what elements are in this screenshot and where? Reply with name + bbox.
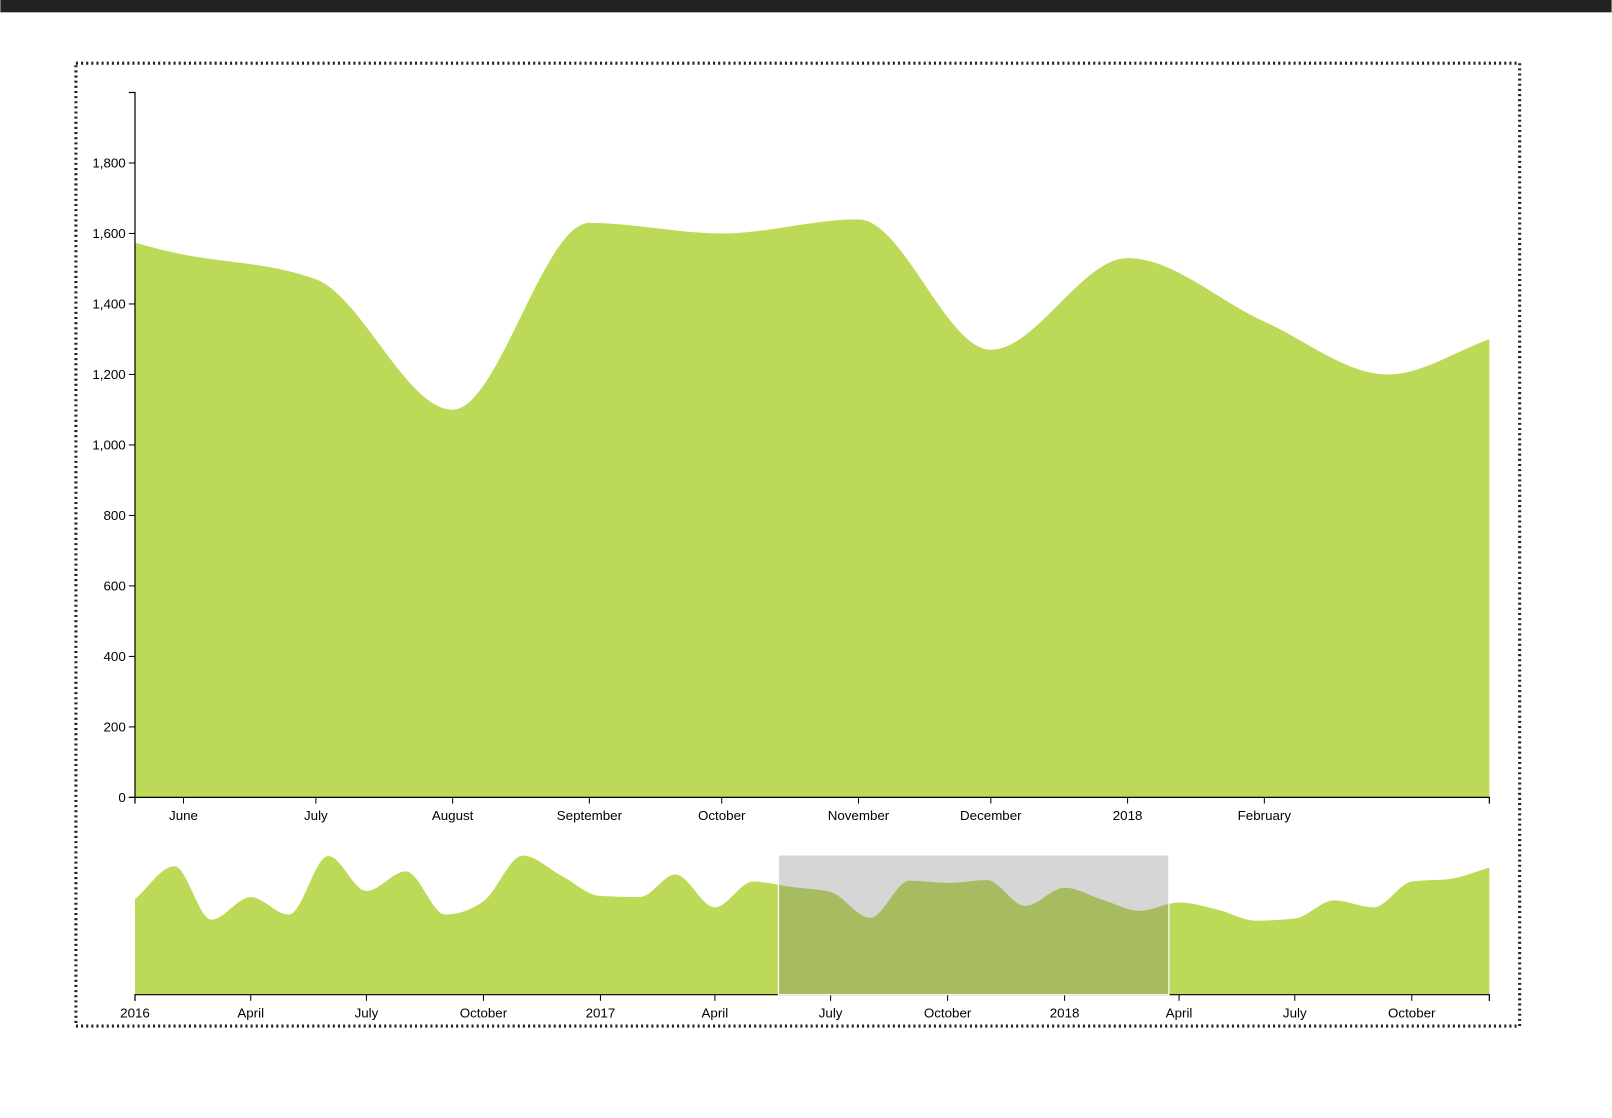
area (134, 219, 1490, 798)
x-tick-label: July (355, 1005, 379, 1020)
x-tick-label: December (960, 808, 1022, 823)
y-tick-label: 1,000 (92, 438, 125, 453)
x-tick-label: October (1388, 1005, 1436, 1020)
x-axis-domain (134, 796, 1490, 804)
x-tick-label: July (304, 808, 328, 823)
y-tick-label: 1,200 (92, 367, 125, 382)
x-tick-label: August (432, 808, 474, 823)
y-tick-label: 600 (103, 579, 125, 594)
x-tick-label: July (819, 1005, 843, 1020)
x-tick-label: October (698, 808, 746, 823)
plot-layer: June July August September October November De… (92, 91, 1490, 1020)
y-tick-label: 1,400 (92, 297, 125, 312)
x-tick-label: February (1238, 808, 1292, 823)
frame (74, 61, 1522, 1028)
y-tick-label: 0 (118, 790, 125, 805)
y-tick-label: 200 (103, 720, 125, 735)
area (134, 855, 1490, 995)
x-tick-label: October (924, 1005, 972, 1020)
x-tick-label: November (828, 808, 890, 823)
x-tick-label: April (702, 1005, 729, 1020)
brush-selection[interactable] (777, 854, 1170, 996)
y-tick-label: 800 (103, 508, 125, 523)
x-axis-domain (134, 994, 1490, 1001)
y-tick-label: 400 (103, 649, 125, 664)
x-tick-label: 2018 (1113, 808, 1143, 823)
x-tick-label: 2018 (1050, 1005, 1080, 1020)
x-tick-label: April (237, 1005, 264, 1020)
x-tick-label: 2017 (586, 1005, 616, 1020)
x-tick-label: April (1166, 1005, 1193, 1020)
x-tick-label: October (460, 1005, 508, 1020)
top-bar (0, 0, 1612, 13)
x-tick-label: 2016 (120, 1005, 150, 1020)
y-tick-label: 1,800 (92, 156, 125, 171)
x-tick-label: June (169, 808, 198, 823)
y-tick-label: 1,600 (92, 226, 125, 241)
x-tick-label: September (557, 808, 623, 823)
x-tick-label: July (1283, 1005, 1307, 1020)
